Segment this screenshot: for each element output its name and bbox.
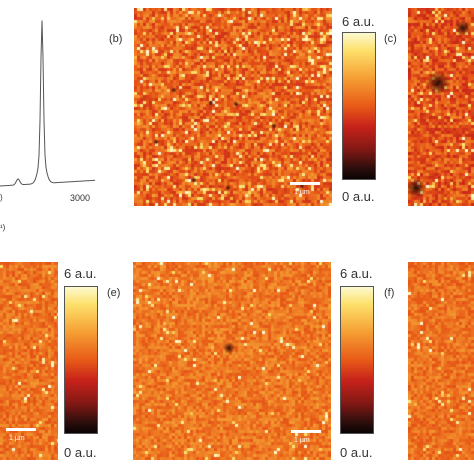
- panel-label-b: (b): [109, 33, 123, 45]
- colorbar-b: [342, 32, 376, 180]
- spectrum-panel: ) 3000 ¹): [0, 0, 105, 232]
- scale-bar-e: [291, 430, 321, 433]
- scale-bar-label-e: 1 µm: [294, 437, 310, 444]
- panel-label-f: (f): [384, 287, 395, 299]
- spectrum-x-axis-label-fragment: ¹): [0, 223, 6, 232]
- spectrum-plot: [0, 20, 96, 187]
- colorbar-b-min-label: 0 a.u.: [342, 189, 375, 204]
- colorbar-e-min-label: 0 a.u.: [340, 445, 373, 460]
- map-b: 1 µm: [134, 8, 332, 206]
- panel-label-c: (c): [384, 33, 397, 45]
- spectrum-curve: [0, 20, 96, 187]
- colorbar-d-max-label: 6 a.u.: [64, 266, 97, 281]
- spectrum-x-tick-3000: 3000: [70, 193, 91, 203]
- colorbar-d: [64, 286, 98, 434]
- scale-bar-b: [290, 182, 320, 185]
- map-f: [408, 262, 474, 460]
- scale-bar-label-d: 1 µm: [9, 435, 25, 442]
- colorbar-d-min-label: 0 a.u.: [64, 445, 97, 460]
- colorbar-e-max-label: 6 a.u.: [340, 266, 373, 281]
- colorbar-b-max-label: 6 a.u.: [342, 14, 375, 29]
- colorbar-e: [340, 286, 374, 434]
- spectrum-x-tick-left-fragment: ): [0, 193, 3, 202]
- scale-bar-label-b: 1 µm: [294, 189, 310, 196]
- scale-bar-d: [6, 428, 36, 431]
- map-c: [408, 8, 474, 206]
- panel-label-e: (e): [107, 287, 121, 299]
- map-e: 1 µm: [133, 262, 331, 460]
- map-d: 1 µm: [0, 262, 58, 460]
